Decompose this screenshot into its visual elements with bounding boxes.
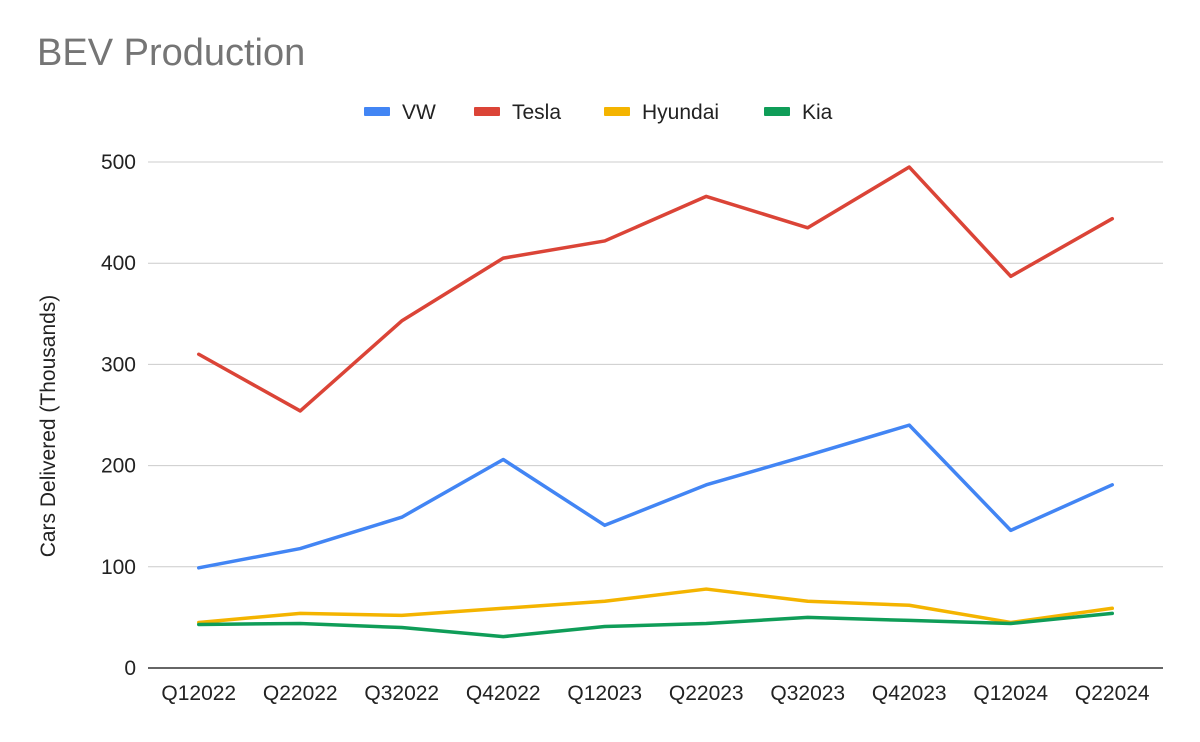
- series-line-kia: [197, 611, 1114, 639]
- legend-label: VW: [402, 101, 436, 124]
- series-line-tesla: [197, 165, 1114, 413]
- series-lines: [197, 165, 1114, 639]
- legend-item-tesla: Tesla: [474, 101, 561, 124]
- y-tick-label: 400: [101, 252, 136, 275]
- y-tick-label: 200: [101, 455, 136, 478]
- x-tick-label: Q22024: [1075, 682, 1150, 705]
- legend-swatch: [764, 107, 790, 116]
- x-tick-label: Q22022: [263, 682, 338, 705]
- series-line-hyundai: [197, 587, 1114, 625]
- x-tick-label: Q12024: [973, 682, 1048, 705]
- series-line-vw: [197, 423, 1114, 570]
- legend-item-kia: Kia: [764, 101, 833, 124]
- legend-item-vw: VW: [364, 101, 436, 124]
- x-tick-label: Q32022: [364, 682, 439, 705]
- y-axis-title: Cars Delivered (Thousands): [37, 295, 60, 558]
- x-tick-label: Q22023: [669, 682, 744, 705]
- legend-item-hyundai: Hyundai: [604, 101, 719, 124]
- y-tick-label: 100: [101, 556, 136, 579]
- y-tick-label: 300: [101, 353, 136, 376]
- x-tick-label: Q12023: [567, 682, 642, 705]
- x-tick-label: Q42023: [872, 682, 947, 705]
- y-tick-label: 0: [124, 657, 136, 680]
- legend-swatch: [604, 107, 630, 116]
- legend-label: Tesla: [512, 101, 561, 124]
- legend-swatch: [364, 107, 390, 116]
- y-tick-label: 500: [101, 151, 136, 174]
- chart-title: BEV Production: [37, 32, 306, 74]
- x-tick-label: Q42022: [466, 682, 541, 705]
- legend-swatch: [474, 107, 500, 116]
- axes: 0 100 200 300 400 500 Q12022 Q22022 Q32022 Q42022…: [101, 151, 1163, 705]
- x-tick-label: Q32023: [770, 682, 845, 705]
- legend: VW Tesla Hyundai Kia: [364, 101, 833, 124]
- legend-label: Kia: [802, 101, 833, 124]
- gridlines: [148, 161, 1163, 568]
- legend-label: Hyundai: [642, 101, 719, 124]
- x-tick-label: Q12022: [161, 682, 236, 705]
